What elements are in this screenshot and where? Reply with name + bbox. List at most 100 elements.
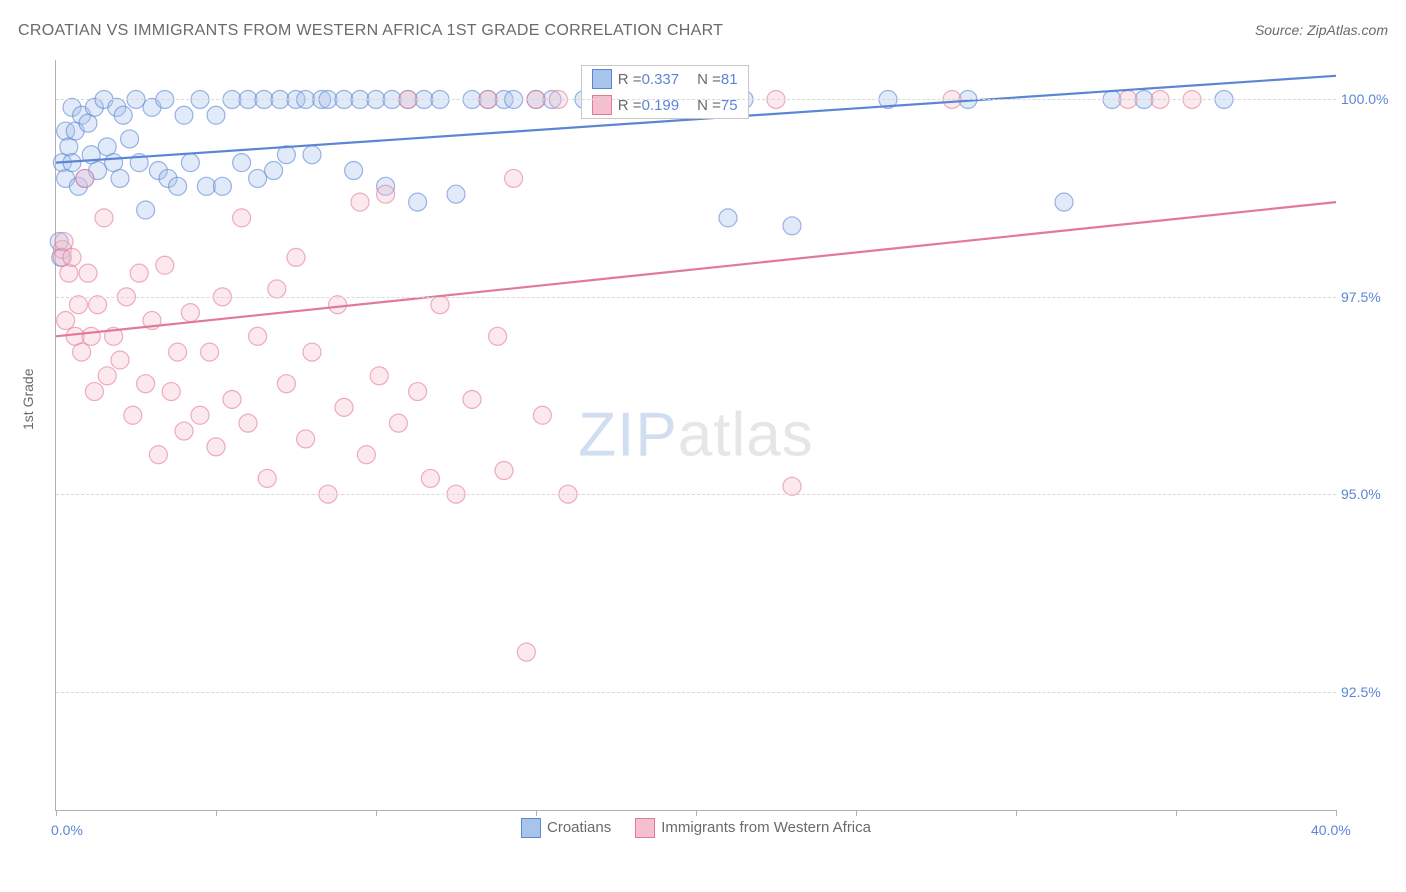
- data-point: [213, 177, 231, 195]
- data-point: [447, 185, 465, 203]
- x-tick-mark: [376, 810, 377, 816]
- x-tick-mark: [1336, 810, 1337, 816]
- data-point: [517, 643, 535, 661]
- stats-row-series1: R = 0.337 N = 81: [582, 66, 748, 92]
- data-point: [60, 264, 78, 282]
- x-tick-label: 0.0%: [51, 822, 83, 838]
- y-tick-label: 92.5%: [1341, 684, 1396, 700]
- data-point: [277, 375, 295, 393]
- data-point: [329, 296, 347, 314]
- data-point: [89, 296, 107, 314]
- data-point: [79, 264, 97, 282]
- data-point: [73, 343, 91, 361]
- data-point: [233, 154, 251, 172]
- data-point: [783, 217, 801, 235]
- data-point: [201, 343, 219, 361]
- data-point: [239, 414, 257, 432]
- stats-swatch-1: [592, 69, 612, 89]
- data-point: [175, 422, 193, 440]
- y-tick-label: 100.0%: [1341, 91, 1396, 107]
- data-point: [233, 209, 251, 227]
- data-point: [335, 398, 353, 416]
- data-point: [297, 430, 315, 448]
- data-point: [181, 154, 199, 172]
- y-axis-label: 1st Grade: [20, 369, 36, 430]
- data-point: [55, 233, 73, 251]
- data-point: [505, 169, 523, 187]
- data-point: [85, 383, 103, 401]
- data-point: [431, 296, 449, 314]
- data-point: [409, 193, 427, 211]
- data-point: [377, 185, 395, 203]
- data-point: [114, 106, 132, 124]
- n-prefix-1: N =: [697, 71, 721, 88]
- data-point: [76, 169, 94, 187]
- data-point: [265, 162, 283, 180]
- x-tick-label: 40.0%: [1311, 822, 1351, 838]
- bottom-legend: Croatians Immigrants from Western Africa: [521, 818, 871, 838]
- data-point: [303, 146, 321, 164]
- data-point: [463, 390, 481, 408]
- data-point: [162, 383, 180, 401]
- data-point: [223, 390, 241, 408]
- x-tick-mark: [696, 810, 697, 816]
- data-point: [63, 248, 81, 266]
- data-point: [1055, 193, 1073, 211]
- data-point: [345, 162, 363, 180]
- data-point: [191, 406, 209, 424]
- data-point: [207, 106, 225, 124]
- data-point: [137, 201, 155, 219]
- r-value-1: 0.337: [642, 71, 680, 88]
- data-point: [287, 248, 305, 266]
- data-point: [495, 462, 513, 480]
- data-point: [249, 169, 267, 187]
- y-tick-label: 95.0%: [1341, 486, 1396, 502]
- data-point: [69, 296, 87, 314]
- legend-swatch-1: [521, 818, 541, 838]
- data-point: [197, 177, 215, 195]
- data-point: [421, 469, 439, 487]
- legend-swatch-2: [635, 818, 655, 838]
- chart-container: CROATIAN VS IMMIGRANTS FROM WESTERN AFRI…: [0, 0, 1406, 892]
- data-point: [783, 477, 801, 495]
- gridline-h: [56, 692, 1336, 693]
- gridline-h: [56, 494, 1336, 495]
- data-point: [258, 469, 276, 487]
- x-tick-mark: [56, 810, 57, 816]
- legend-label-1: Croatians: [547, 819, 611, 836]
- data-point: [207, 438, 225, 456]
- x-tick-mark: [216, 810, 217, 816]
- plot-area: ZIPatlas R = 0.337 N = 81 R = 0.199 N = …: [55, 60, 1336, 811]
- data-point: [57, 312, 75, 330]
- data-point: [719, 209, 737, 227]
- r-prefix-1: R =: [618, 71, 642, 88]
- data-point: [181, 304, 199, 322]
- data-point: [268, 280, 286, 298]
- data-point: [489, 327, 507, 345]
- data-point: [149, 446, 167, 464]
- scatter-svg: [56, 60, 1336, 810]
- x-tick-mark: [1016, 810, 1017, 816]
- x-tick-mark: [1176, 810, 1177, 816]
- data-point: [95, 209, 113, 227]
- data-point: [303, 343, 321, 361]
- data-point: [111, 351, 129, 369]
- data-point: [389, 414, 407, 432]
- data-point: [175, 106, 193, 124]
- gridline-h: [56, 99, 1336, 100]
- chart-title: CROATIAN VS IMMIGRANTS FROM WESTERN AFRI…: [18, 22, 723, 40]
- stats-swatch-2: [592, 95, 612, 115]
- stats-legend-box: R = 0.337 N = 81 R = 0.199 N = 75: [581, 65, 749, 119]
- data-point: [137, 375, 155, 393]
- x-tick-mark: [856, 810, 857, 816]
- legend-label-2: Immigrants from Western Africa: [661, 819, 871, 836]
- data-point: [357, 446, 375, 464]
- data-point: [169, 343, 187, 361]
- data-point: [249, 327, 267, 345]
- data-point: [156, 256, 174, 274]
- data-point: [409, 383, 427, 401]
- n-value-1: 81: [721, 71, 738, 88]
- data-point: [82, 327, 100, 345]
- source-label: Source: ZipAtlas.com: [1255, 22, 1388, 38]
- data-point: [124, 406, 142, 424]
